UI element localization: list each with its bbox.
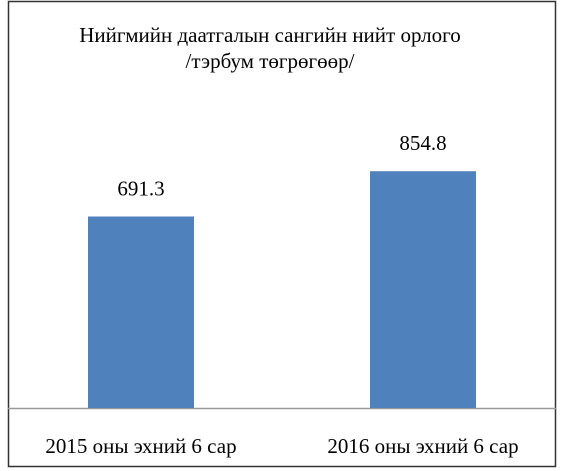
x-tick-label: 2016 оны эхний 6 сар <box>327 434 518 458</box>
data-label: 691.3 <box>117 176 164 200</box>
chart-frame <box>7 0 557 468</box>
chart-title: Нийгмийн даатгалын сангийн нийт орлого <box>79 23 461 47</box>
chart-subtitle: /тэрбум төгрөгөөр/ <box>185 49 355 73</box>
data-label: 854.8 <box>399 131 446 155</box>
x-tick-label: 2015 оны эхний 6 сар <box>45 434 236 458</box>
bar <box>370 171 476 408</box>
title-block: Нийгмийн даатгалын сангийн нийт орлого /… <box>70 22 470 74</box>
bar <box>88 216 194 408</box>
